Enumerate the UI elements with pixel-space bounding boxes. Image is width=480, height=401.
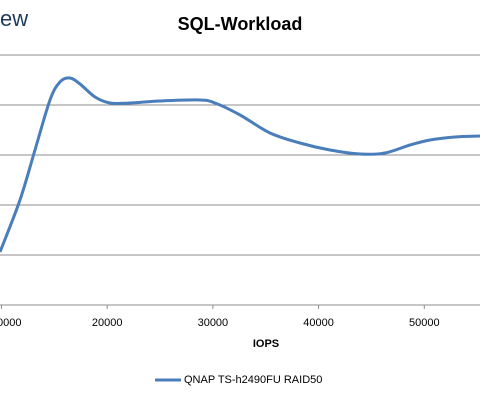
x-tick-label: 20000 xyxy=(92,317,123,329)
x-tick-label: 30000 xyxy=(198,317,229,329)
data-line xyxy=(0,76,480,253)
x-tick-label: 50000 xyxy=(409,317,440,329)
x-axis-label: IOPS xyxy=(253,338,279,350)
legend-label: QNAP TS-h2490FU RAID50 xyxy=(184,374,322,386)
chart-title: SQL-Workload xyxy=(178,14,303,34)
x-tick-label: 0000 xyxy=(0,317,21,329)
x-tick-label: 40000 xyxy=(303,317,334,329)
watermark: ew xyxy=(0,6,28,31)
